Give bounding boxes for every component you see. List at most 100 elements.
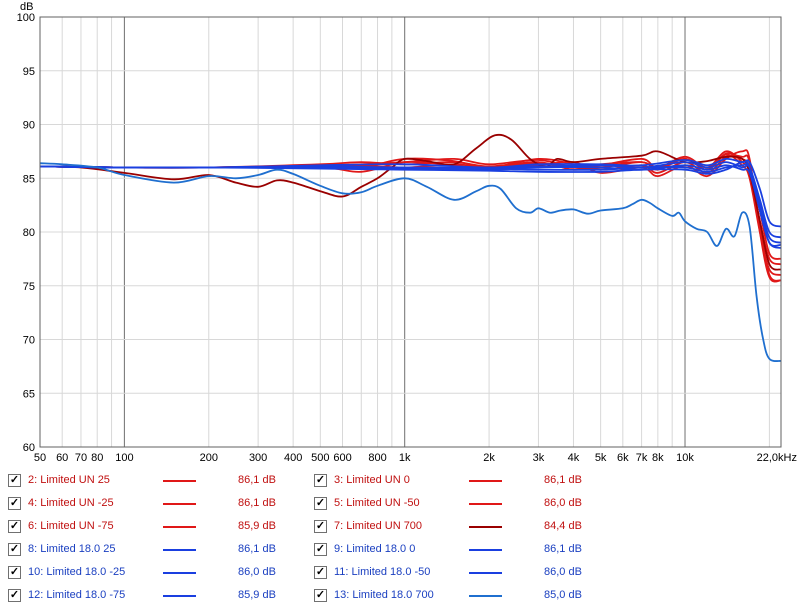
legend-series-name: 6: Limited UN -75: [28, 520, 114, 532]
series-visibility-checkbox[interactable]: ✓: [8, 497, 21, 510]
legend-row: ✓ 12: Limited 18.0 -75 85,9 dB ✓ 13: Limited…: [0, 585, 800, 608]
legend-item: ✓ 5: Limited UN -50 86,0 dB: [314, 493, 619, 516]
x-tick-label: 1k: [399, 452, 411, 464]
legend-color-swatch: [163, 526, 196, 528]
legend-series-value: 86,0 dB: [238, 566, 276, 578]
x-tick-label: 600: [333, 452, 351, 464]
x-tick-label: 50: [34, 452, 46, 464]
legend-item: ✓ 7: Limited UN 700 84,4 dB: [314, 516, 619, 539]
legend-row: ✓ 4: Limited UN -25 86,1 dB ✓ 5: Limited UN …: [0, 493, 800, 516]
legend-series-value: 86,0 dB: [544, 566, 582, 578]
series-visibility-checkbox[interactable]: ✓: [314, 566, 327, 579]
legend-series-name: 9: Limited 18.0 0: [334, 543, 416, 555]
legend-series-name: 7: Limited UN 700: [334, 520, 423, 532]
legend-row: ✓ 10: Limited 18.0 -25 86,0 dB ✓ 11: Limited…: [0, 562, 800, 585]
y-tick-label: 65: [23, 388, 35, 400]
x-tick-label: 80: [91, 452, 103, 464]
x-tick-label: 500: [311, 452, 329, 464]
x-tick-label: 6k: [617, 452, 629, 464]
series-visibility-checkbox[interactable]: ✓: [314, 474, 327, 487]
legend-series-value: 84,4 dB: [544, 520, 582, 532]
legend-row: ✓ 6: Limited UN -75 85,9 dB ✓ 7: Limited UN …: [0, 516, 800, 539]
legend-series-name: 3: Limited UN 0: [334, 474, 410, 486]
series-visibility-checkbox[interactable]: ✓: [8, 589, 21, 602]
x-tick-label: 7k: [636, 452, 648, 464]
series-visibility-checkbox[interactable]: ✓: [8, 520, 21, 533]
y-axis-label: dB: [20, 1, 33, 13]
legend-series-value: 85,9 dB: [238, 589, 276, 601]
legend-color-swatch: [469, 549, 502, 551]
series-visibility-checkbox[interactable]: ✓: [8, 543, 21, 556]
legend-item: ✓ 13: Limited 18.0 700 85,0 dB: [314, 585, 619, 608]
x-tick-label: 60: [56, 452, 68, 464]
legend-item: ✓ 6: Limited UN -75 85,9 dB: [8, 516, 313, 539]
y-axis-ticks: 60 65 70 75 80 85 90 95 100: [17, 12, 35, 454]
legend-series-name: 12: Limited 18.0 -75: [28, 589, 126, 601]
x-tick-label: 400: [284, 452, 302, 464]
series-lines: [39, 133, 782, 362]
series-visibility-checkbox[interactable]: ✓: [314, 589, 327, 602]
legend: ✓ 2: Limited UN 25 86,1 dB ✓ 3: Limited UN 0…: [0, 468, 800, 611]
y-tick-label: 80: [23, 227, 35, 239]
legend-series-value: 85,0 dB: [544, 589, 582, 601]
legend-series-value: 86,1 dB: [238, 474, 276, 486]
legend-color-swatch: [163, 572, 196, 574]
grid: [40, 17, 781, 447]
legend-series-name: 13: Limited 18.0 700: [334, 589, 434, 601]
legend-color-swatch: [163, 549, 196, 551]
series-line: [39, 163, 782, 244]
legend-series-value: 85,9 dB: [238, 520, 276, 532]
series-visibility-checkbox[interactable]: ✓: [8, 566, 21, 579]
y-tick-label: 75: [23, 281, 35, 293]
legend-color-swatch: [469, 526, 502, 528]
legend-series-value: 86,1 dB: [238, 543, 276, 555]
x-tick-label: 22,0kHz: [757, 452, 797, 464]
legend-item: ✓ 10: Limited 18.0 -25 86,0 dB: [8, 562, 313, 585]
x-tick-label: 70: [75, 452, 87, 464]
legend-series-name: 5: Limited UN -50: [334, 497, 420, 509]
x-tick-label: 4k: [568, 452, 580, 464]
x-tick-label: 200: [200, 452, 218, 464]
legend-series-name: 4: Limited UN -25: [28, 497, 114, 509]
x-tick-label: 800: [368, 452, 386, 464]
legend-color-swatch: [163, 480, 196, 482]
legend-series-name: 2: Limited UN 25: [28, 474, 110, 486]
series-line: [39, 154, 782, 282]
legend-item: ✓ 8: Limited 18.0 25 86,1 dB: [8, 539, 313, 562]
y-tick-label: 85: [23, 173, 35, 185]
x-tick-label: 8k: [652, 452, 664, 464]
series-visibility-checkbox[interactable]: ✓: [314, 543, 327, 556]
legend-series-name: 8: Limited 18.0 25: [28, 543, 116, 555]
series-visibility-checkbox[interactable]: ✓: [314, 497, 327, 510]
y-tick-label: 100: [17, 12, 35, 24]
y-tick-label: 95: [23, 66, 35, 78]
x-axis-ticks: 50 60 70 80 100 200 300 400 500 600 800 1k 2k 3k 4k 5k 6…: [34, 452, 797, 464]
legend-item: ✓ 11: Limited 18.0 -50 86,0 dB: [314, 562, 619, 585]
series-line: [39, 162, 782, 362]
legend-color-swatch: [163, 595, 196, 597]
legend-item: ✓ 3: Limited UN 0 86,1 dB: [314, 470, 619, 493]
x-tick-label: 100: [115, 452, 133, 464]
legend-series-name: 10: Limited 18.0 -25: [28, 566, 126, 578]
x-tick-label: 5k: [595, 452, 607, 464]
x-tick-label: 300: [249, 452, 267, 464]
legend-color-swatch: [469, 572, 502, 574]
y-tick-label: 90: [23, 120, 35, 132]
legend-series-value: 86,1 dB: [544, 543, 582, 555]
series-visibility-checkbox[interactable]: ✓: [8, 474, 21, 487]
plot-frame: [39, 16, 782, 448]
legend-item: ✓ 4: Limited UN -25 86,1 dB: [8, 493, 313, 516]
legend-series-value: 86,1 dB: [238, 497, 276, 509]
legend-item: ✓ 9: Limited 18.0 0 86,1 dB: [314, 539, 619, 562]
series-line: [39, 160, 782, 247]
legend-row: ✓ 8: Limited 18.0 25 86,1 dB ✓ 9: Limited 18…: [0, 539, 800, 562]
legend-series-value: 86,1 dB: [544, 474, 582, 486]
series-visibility-checkbox[interactable]: ✓: [314, 520, 327, 533]
series-line: [39, 161, 782, 239]
x-tick-label: 3k: [533, 452, 545, 464]
legend-color-swatch: [469, 480, 502, 482]
legend-color-swatch: [469, 503, 502, 505]
legend-series-name: 11: Limited 18.0 -50: [334, 566, 431, 578]
y-tick-label: 70: [23, 335, 35, 347]
